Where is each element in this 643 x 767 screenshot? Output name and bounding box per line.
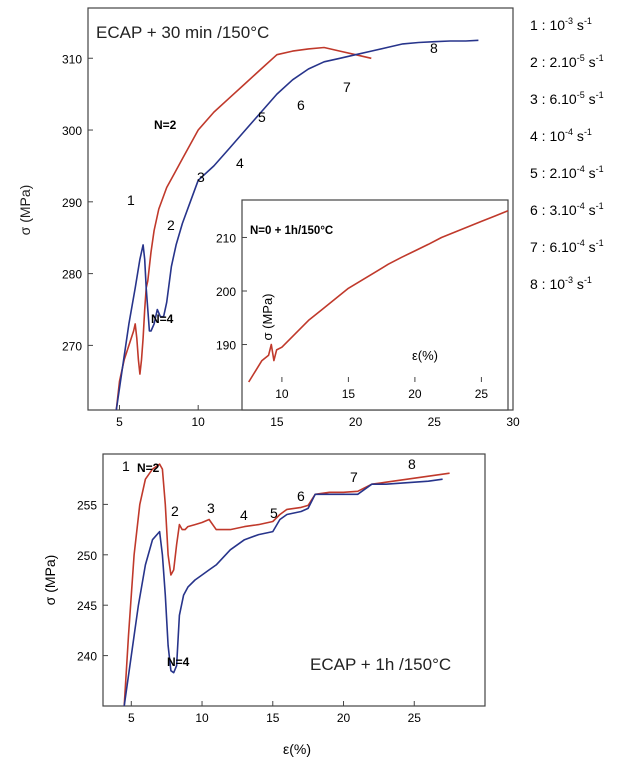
annotation-1: 1 [122, 458, 130, 474]
annotation-2: 2 [171, 503, 179, 519]
inset-x-axis-label: ε(%) [412, 348, 438, 363]
inset-ytick-label: 210 [216, 231, 236, 245]
series-line-n4 [123, 478, 443, 707]
top-xtick-label: 30 [506, 415, 520, 429]
bottom-x-axis-label: ε(%) [283, 741, 311, 757]
annotation-7: 7 [343, 79, 351, 95]
top-series-group [115, 39, 479, 411]
inset-xtick-label: 20 [408, 387, 422, 401]
top-ytick-label: 290 [62, 196, 82, 210]
annotation-8: 8 [408, 456, 416, 472]
inset-frame [241, 199, 509, 411]
inset-y-axis-label: σ (MPa) [260, 293, 275, 340]
bottom-annotations: 1 2 3 4 5 6 7 8 N=2 N=4 [122, 456, 416, 669]
legend-item: 1 : 10-3 s-1 [530, 16, 592, 33]
series-line-n4 [115, 39, 479, 411]
legend-item: 5 : 2.10-4 s-1 [530, 164, 604, 181]
bottom-x-ticks: 5 10 15 20 25 [128, 701, 421, 725]
annotation-6: 6 [297, 488, 305, 504]
top-y-axis-label: σ (MPa) [17, 185, 33, 236]
annotation-6: 6 [297, 97, 305, 113]
top-xtick-label: 25 [428, 415, 442, 429]
annotation-1: 1 [127, 192, 135, 208]
bottom-xtick-label: 25 [408, 711, 422, 725]
inset-series-group [248, 209, 509, 383]
bottom-ytick-label: 240 [77, 650, 97, 664]
inset-series-line [248, 209, 509, 383]
inset-ytick-label: 200 [216, 285, 236, 299]
bottom-y-axis-label: σ (MPa) [42, 555, 58, 606]
inset-title: N=0 + 1h/150°C [250, 225, 333, 237]
bottom-ytick-label: 245 [77, 599, 97, 613]
curve-label-n2: N=2 [154, 118, 177, 132]
legend-item: 4 : 10-4 s-1 [530, 127, 592, 144]
legend-item: 2 : 2.10-5 s-1 [530, 53, 604, 70]
top-xtick-label: 5 [116, 415, 123, 429]
bottom-xtick-label: 10 [195, 711, 209, 725]
bottom-series-group [123, 463, 450, 707]
legend-item: 7 : 6.10-4 s-1 [530, 238, 604, 255]
top-xtick-label: 20 [349, 415, 363, 429]
top-xtick-label: 10 [192, 415, 206, 429]
bottom-xtick-label: 20 [337, 711, 351, 725]
strain-rate-legend: 1 : 10-3 s-1 2 : 2.10-5 s-1 3 : 6.10-5 s-1… [530, 16, 604, 292]
inset-x-ticks: 10 15 20 25 [275, 377, 488, 401]
series-line-n2 [115, 46, 372, 411]
annotation-5: 5 [258, 109, 266, 125]
top-chart: ECAP + 30 min /150°C σ (MPa) 270 280 290 30… [17, 7, 520, 429]
annotation-2: 2 [167, 217, 175, 233]
curve-label-n4: N=4 [151, 312, 174, 326]
annotation-8: 8 [430, 40, 438, 56]
inset-xtick-label: 10 [275, 387, 289, 401]
curve-label-n4: N=4 [167, 655, 190, 669]
annotation-7: 7 [350, 469, 358, 485]
bottom-plot-frame [102, 453, 486, 707]
legend-item: 8 : 10-3 s-1 [530, 275, 592, 292]
inset-xtick-label: 15 [342, 387, 356, 401]
inset-ytick-label: 190 [216, 339, 236, 353]
top-xtick-label: 15 [270, 415, 284, 429]
top-ytick-label: 270 [62, 339, 82, 353]
bottom-xtick-label: 15 [266, 711, 280, 725]
top-y-ticks: 270 280 290 300 310 [62, 52, 93, 353]
annotation-3: 3 [197, 169, 205, 185]
bottom-y-ticks: 240 245 250 255 [77, 498, 108, 664]
annotation-4: 4 [240, 507, 248, 523]
top-annotations: 1 2 3 4 5 6 7 8 N=2 N=4 [127, 40, 438, 326]
inset-chart: N=0 + 1h/150°C σ (MPa) ε(%) 190 200 210 10… [216, 199, 509, 411]
legend-item: 3 : 6.10-5 s-1 [530, 90, 604, 107]
annotation-5: 5 [270, 505, 278, 521]
annotation-3: 3 [207, 500, 215, 516]
inset-y-ticks: 190 200 210 [216, 231, 247, 353]
top-x-ticks: 5 10 15 20 25 30 [116, 405, 520, 429]
bottom-chart-title: ECAP + 1h /150°C [310, 655, 451, 674]
bottom-chart: ECAP + 1h /150°C σ (MPa) ε(%) 2402452502… [42, 453, 486, 757]
series-line-n2 [123, 463, 450, 707]
legend-item: 6 : 3.10-4 s-1 [530, 201, 604, 218]
bottom-xtick-label: 5 [128, 711, 135, 725]
top-ytick-label: 300 [62, 124, 82, 138]
top-ytick-label: 280 [62, 268, 82, 282]
top-chart-title: ECAP + 30 min /150°C [96, 23, 269, 42]
top-ytick-label: 310 [62, 52, 82, 66]
inset-xtick-label: 25 [475, 387, 489, 401]
annotation-4: 4 [236, 155, 244, 171]
bottom-ytick-label: 255 [77, 498, 97, 512]
bottom-ytick-label: 250 [77, 549, 97, 563]
curve-label-n2: N=2 [137, 461, 160, 475]
